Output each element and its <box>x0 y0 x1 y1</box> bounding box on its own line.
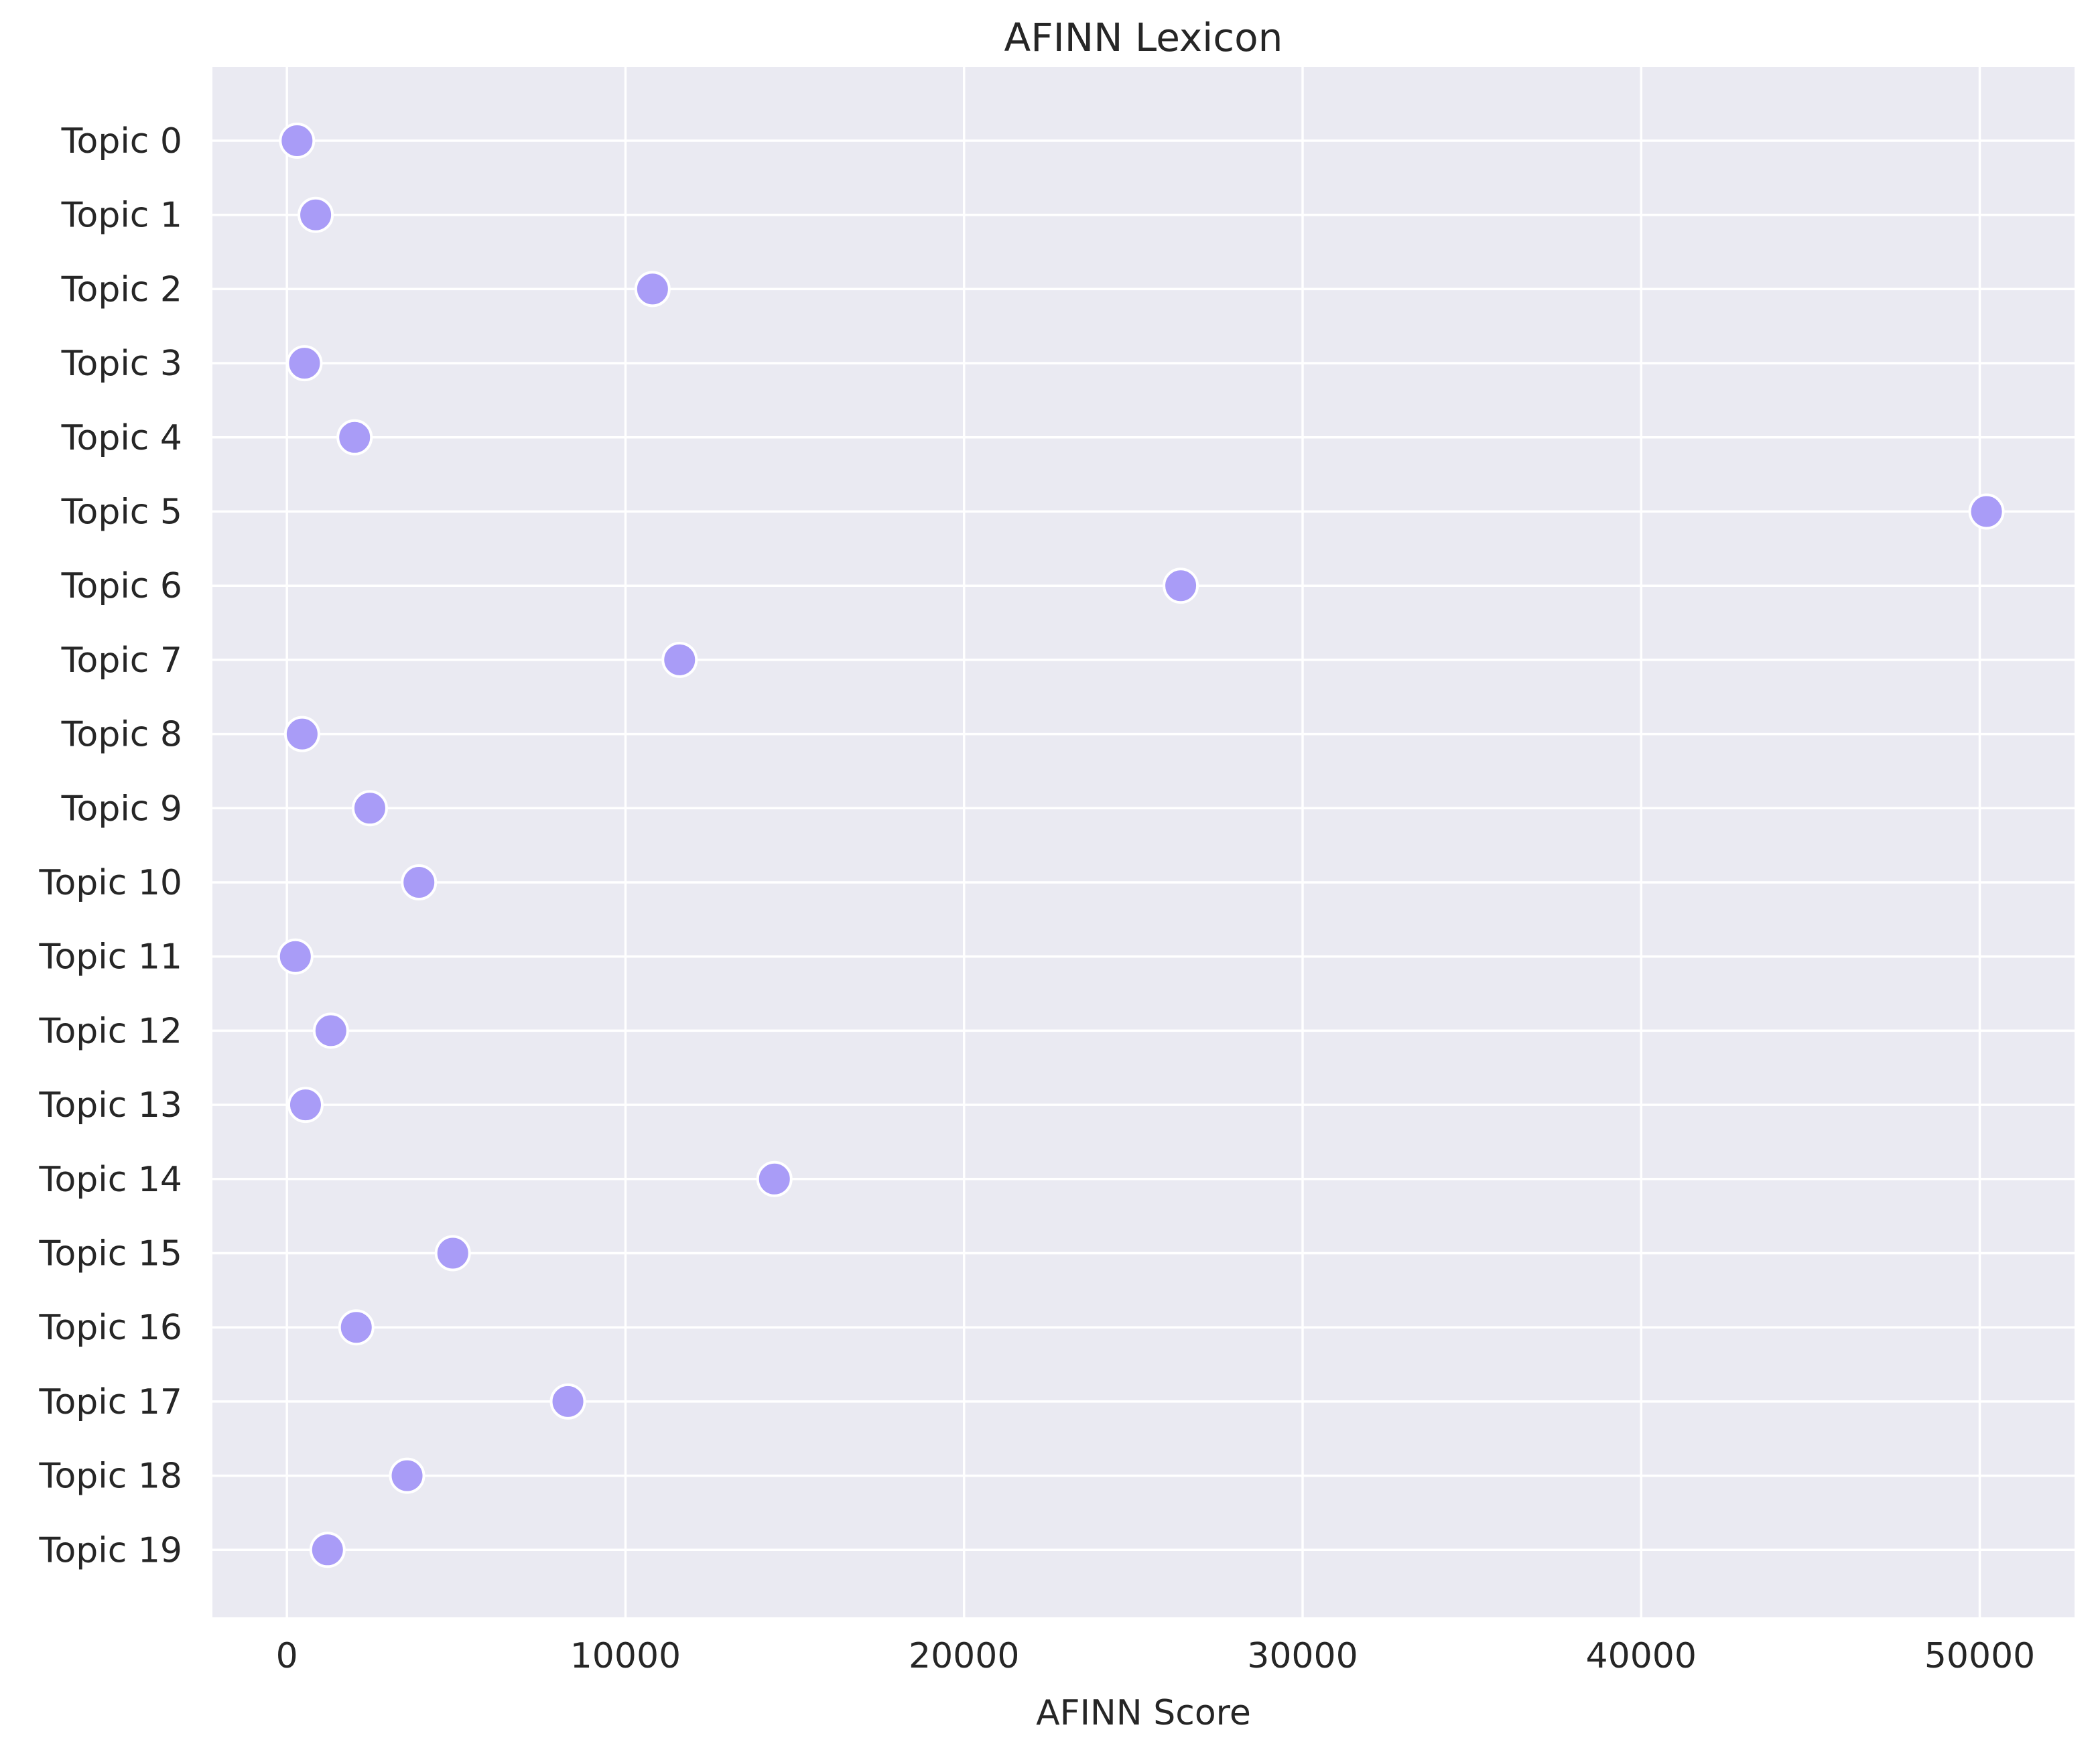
data-point <box>1968 493 2005 530</box>
data-point <box>298 196 334 233</box>
data-point <box>283 716 320 752</box>
x-tick-labels: 0 10000 20000 30000 40000 50000 <box>276 1636 2036 1676</box>
y-tick-label: Topic 8 <box>61 715 182 755</box>
x-tick-label: 30000 <box>1247 1636 1358 1676</box>
y-tick-label: Topic 7 <box>61 640 182 681</box>
y-tick-label: Topic 1 <box>61 196 182 236</box>
data-point <box>389 1457 425 1494</box>
data-point <box>279 123 316 159</box>
data-point <box>287 1087 324 1124</box>
data-point <box>277 938 314 975</box>
y-tick-label: Topic 2 <box>61 269 182 310</box>
data-point <box>336 419 373 456</box>
y-tick-label: Topic 12 <box>39 1011 182 1051</box>
y-tick-label: Topic 17 <box>39 1382 182 1422</box>
y-tick-label: Topic 14 <box>39 1160 182 1200</box>
x-tick-label: 10000 <box>570 1636 681 1676</box>
y-tick-label: Topic 16 <box>39 1308 182 1348</box>
data-point <box>549 1383 586 1420</box>
plot-background <box>212 67 2075 1617</box>
data-points <box>277 123 2005 1568</box>
y-tick-label: Topic 13 <box>39 1085 182 1126</box>
y-tick-label: Topic 6 <box>61 566 182 606</box>
y-tick-label: Topic 5 <box>61 492 182 533</box>
y-tick-label: Topic 0 <box>61 121 182 161</box>
data-point <box>634 271 671 308</box>
y-tick-label: Topic 19 <box>39 1530 182 1570</box>
y-tick-label: Topic 18 <box>39 1457 182 1497</box>
x-tick-label: 0 <box>276 1636 298 1676</box>
data-point <box>661 641 698 678</box>
grid-layer <box>212 67 2075 1617</box>
data-point <box>756 1160 793 1197</box>
y-tick-label: Topic 10 <box>39 863 182 903</box>
data-point <box>351 790 388 827</box>
data-point <box>312 1012 349 1049</box>
data-point <box>434 1235 471 1272</box>
data-point <box>309 1532 346 1568</box>
y-tick-label: Topic 15 <box>39 1234 182 1274</box>
y-tick-label: Topic 4 <box>61 418 182 458</box>
chart-title: AFINN Lexicon <box>1004 15 1283 60</box>
x-tick-label: 50000 <box>1924 1636 2035 1676</box>
data-point <box>401 864 438 900</box>
y-tick-label: Topic 11 <box>39 937 182 977</box>
data-point <box>286 345 323 382</box>
y-tick-labels: Topic 0 Topic 1 Topic 2 Topic 3 Topic 4 Topic… <box>39 121 182 1570</box>
x-axis-label: AFINN Score <box>1036 1693 1251 1733</box>
x-tick-label: 20000 <box>909 1636 1019 1676</box>
y-tick-label: Topic 3 <box>61 344 182 384</box>
x-tick-label: 40000 <box>1586 1636 1697 1676</box>
data-point <box>1163 567 1199 604</box>
y-tick-label: Topic 9 <box>61 789 182 829</box>
data-point <box>338 1309 375 1346</box>
